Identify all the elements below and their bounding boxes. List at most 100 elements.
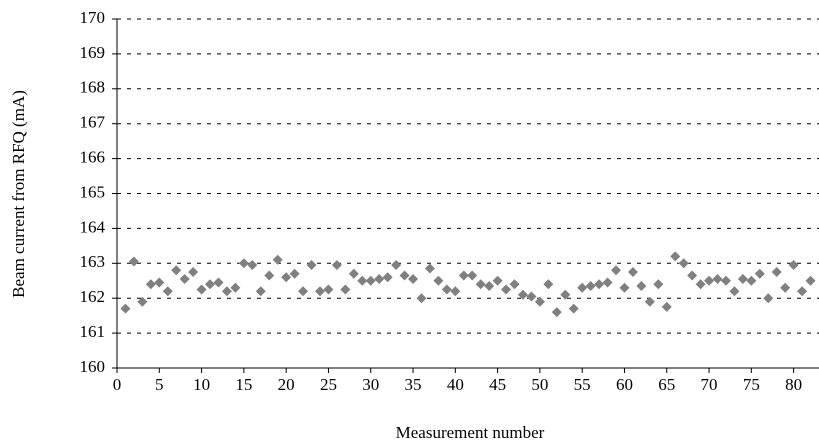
y-axis-label: Beam current from RFQ (mA) bbox=[9, 90, 28, 298]
y-tick-label: 164 bbox=[80, 217, 106, 236]
point bbox=[120, 303, 131, 314]
point bbox=[551, 307, 562, 318]
point bbox=[687, 270, 698, 281]
point bbox=[323, 284, 334, 295]
point bbox=[399, 270, 410, 281]
point bbox=[754, 268, 765, 279]
y-tick-label: 170 bbox=[80, 8, 106, 27]
y-tick-label: 166 bbox=[80, 148, 106, 167]
point bbox=[247, 260, 258, 271]
point bbox=[289, 268, 300, 279]
point bbox=[238, 258, 249, 269]
x-tick-label: 10 bbox=[193, 375, 210, 394]
point bbox=[517, 289, 528, 300]
point bbox=[594, 279, 605, 290]
point bbox=[712, 274, 723, 285]
x-tick-label: 30 bbox=[362, 375, 379, 394]
point bbox=[314, 286, 325, 297]
x-axis-label: Measurement number bbox=[396, 423, 545, 442]
point bbox=[264, 270, 275, 281]
point bbox=[255, 286, 266, 297]
point bbox=[560, 289, 571, 300]
y-tick-label: 167 bbox=[80, 113, 106, 132]
point bbox=[391, 260, 402, 271]
point bbox=[788, 260, 799, 271]
point bbox=[145, 279, 156, 290]
point bbox=[611, 265, 622, 276]
point bbox=[627, 267, 638, 278]
point bbox=[509, 279, 520, 290]
point bbox=[746, 275, 757, 286]
point bbox=[534, 296, 545, 307]
point bbox=[162, 286, 173, 297]
x-tick-label: 80 bbox=[785, 375, 802, 394]
x-tick-label: 60 bbox=[616, 375, 633, 394]
point bbox=[348, 268, 359, 279]
y-tick-label: 160 bbox=[80, 357, 106, 376]
point bbox=[602, 277, 613, 288]
point bbox=[408, 274, 419, 285]
point bbox=[585, 280, 596, 291]
point bbox=[188, 267, 199, 278]
y-tick-label: 161 bbox=[80, 322, 106, 341]
point bbox=[805, 275, 816, 286]
y-tick-label: 162 bbox=[80, 287, 106, 306]
x-tick-label: 55 bbox=[574, 375, 591, 394]
x-tick-label: 20 bbox=[278, 375, 295, 394]
point bbox=[450, 286, 461, 297]
point bbox=[382, 272, 393, 283]
y-tick-label: 165 bbox=[80, 182, 106, 201]
point bbox=[568, 303, 579, 314]
x-tick-label: 65 bbox=[658, 375, 675, 394]
point bbox=[205, 279, 216, 290]
y-tick-label: 168 bbox=[80, 78, 106, 97]
point bbox=[780, 282, 791, 293]
point bbox=[636, 280, 647, 291]
x-tick-label: 45 bbox=[489, 375, 506, 394]
point bbox=[416, 293, 427, 304]
point bbox=[619, 282, 630, 293]
x-tick-label: 40 bbox=[447, 375, 464, 394]
x-tick-label: 15 bbox=[235, 375, 252, 394]
point bbox=[763, 293, 774, 304]
point bbox=[424, 263, 435, 274]
point bbox=[492, 275, 503, 286]
point bbox=[374, 274, 385, 285]
x-tick-label: 75 bbox=[743, 375, 760, 394]
point bbox=[526, 291, 537, 302]
point bbox=[213, 277, 224, 288]
y-tick-label: 169 bbox=[80, 43, 106, 62]
x-tick-label: 25 bbox=[320, 375, 337, 394]
point bbox=[171, 265, 182, 276]
point bbox=[501, 284, 512, 295]
point bbox=[357, 275, 368, 286]
point bbox=[306, 260, 317, 271]
point bbox=[137, 296, 148, 307]
point bbox=[771, 267, 782, 278]
point bbox=[230, 282, 241, 293]
point bbox=[577, 282, 588, 293]
point bbox=[458, 270, 469, 281]
point bbox=[196, 284, 207, 295]
point bbox=[467, 270, 478, 281]
x-tick-label: 70 bbox=[701, 375, 718, 394]
point bbox=[644, 296, 655, 307]
point bbox=[433, 275, 444, 286]
point bbox=[653, 279, 664, 290]
x-tick-label: 35 bbox=[405, 375, 422, 394]
point bbox=[475, 279, 486, 290]
point bbox=[704, 275, 715, 286]
point bbox=[154, 277, 165, 288]
point bbox=[484, 280, 495, 291]
y-tick-label: 163 bbox=[80, 252, 106, 271]
point bbox=[272, 254, 283, 265]
point bbox=[298, 286, 309, 297]
point bbox=[128, 256, 139, 267]
point bbox=[331, 260, 342, 271]
point bbox=[365, 275, 376, 286]
x-tick-label: 0 bbox=[113, 375, 122, 394]
point bbox=[670, 251, 681, 262]
point bbox=[543, 279, 554, 290]
point bbox=[797, 286, 808, 297]
point bbox=[737, 274, 748, 285]
